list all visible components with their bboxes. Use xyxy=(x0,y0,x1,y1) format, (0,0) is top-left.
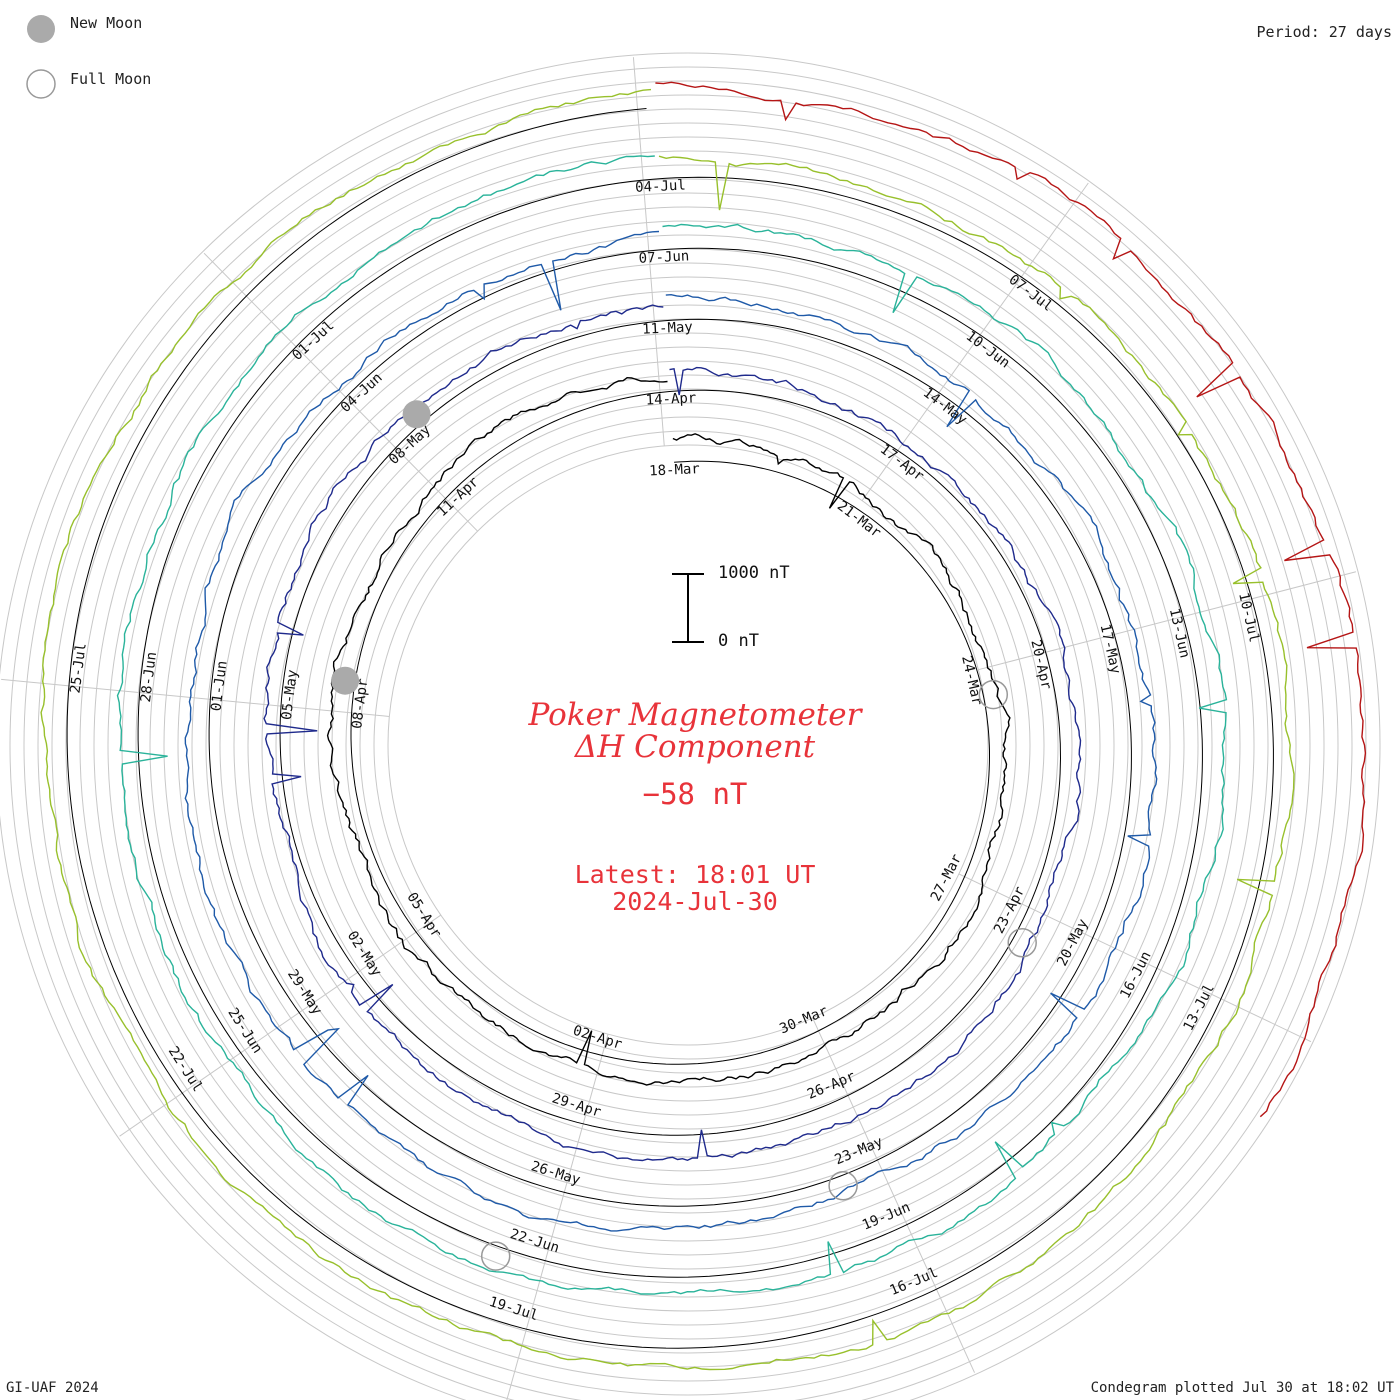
current-value: −58 nT xyxy=(642,777,748,811)
full-moon-marker xyxy=(480,1241,511,1271)
full-moon-label: Full Moon xyxy=(70,70,152,88)
date-label: 28-Jun xyxy=(138,651,160,703)
date-label: 27-Mar xyxy=(928,852,965,904)
new-moon-label: New Moon xyxy=(70,14,143,32)
series-line-rotation-1 xyxy=(326,376,1011,1086)
latest-date: 2024-Jul-30 xyxy=(612,887,778,916)
new-moon-icon xyxy=(27,15,55,43)
full-moon-marker xyxy=(978,679,1009,710)
date-label: 30-Mar xyxy=(777,1003,830,1037)
date-label: 13-Jul xyxy=(1181,981,1218,1033)
scale-top-label: 1000 nT xyxy=(718,563,790,583)
date-label: 25-Jun xyxy=(224,1005,265,1056)
scale-bar xyxy=(672,573,704,643)
chart-subtitle: ΔH Component xyxy=(574,729,816,765)
date-label: 05-May xyxy=(279,669,301,721)
series-line-rotation-4 xyxy=(116,155,1228,1295)
date-label: 17-May xyxy=(1097,623,1124,676)
series-line-rotation-2 xyxy=(263,304,1082,1162)
date-label: 04-Jul xyxy=(635,177,686,195)
baseline-spiral xyxy=(66,108,1274,1349)
series-line-rotation-3 xyxy=(184,230,1158,1232)
period-text: Period: 27 days xyxy=(1256,23,1392,41)
date-label: 26-Apr xyxy=(805,1068,858,1102)
date-label: 02-Apr xyxy=(571,1023,624,1053)
date-label: 25-Jul xyxy=(68,642,90,694)
date-label: 11-May xyxy=(642,319,693,337)
date-label: 20-May xyxy=(1054,917,1091,969)
date-label: 14-Apr xyxy=(645,390,696,408)
date-label: 01-Jul xyxy=(289,318,337,364)
date-label: 18-Mar xyxy=(649,461,700,479)
grid xyxy=(0,52,1381,1400)
new-moon-marker xyxy=(331,666,360,695)
date-label: 07-Jul xyxy=(1006,272,1056,315)
full-moon-marker xyxy=(828,1171,858,1201)
new-moon-marker xyxy=(402,400,431,429)
date-label: 19-Jun xyxy=(860,1199,913,1233)
date-label: 07-Jun xyxy=(638,248,689,266)
full-moon-marker xyxy=(1007,928,1037,958)
date-label: 14-May xyxy=(920,385,970,428)
footer-plot-time: Condegram plotted Jul 30 at 18:02 UT xyxy=(1090,1380,1394,1396)
full-moon-icon xyxy=(26,69,56,99)
series-line-rotation-6 xyxy=(655,81,1367,1118)
date-label: 10-Jun xyxy=(963,328,1013,371)
date-label: 29-Apr xyxy=(550,1090,603,1120)
footer-credit: GI-UAF 2024 xyxy=(6,1380,99,1396)
scale-bottom-label: 0 nT xyxy=(718,631,759,651)
latest-time: Latest: 18:01 UT xyxy=(574,860,816,889)
date-label: 11-Apr xyxy=(434,474,482,520)
date-label: 02-May xyxy=(344,928,385,979)
date-label: 21-Mar xyxy=(834,498,884,541)
date-label: 01-Jun xyxy=(208,660,230,712)
date-label: 20-Apr xyxy=(1027,638,1054,691)
series-line-rotation-5 xyxy=(40,88,1295,1371)
legend-markers xyxy=(26,15,56,99)
date-label: 05-Apr xyxy=(403,890,444,941)
date-label: 23-May xyxy=(832,1134,885,1168)
chart-title: Poker Magnetometer xyxy=(528,697,862,733)
